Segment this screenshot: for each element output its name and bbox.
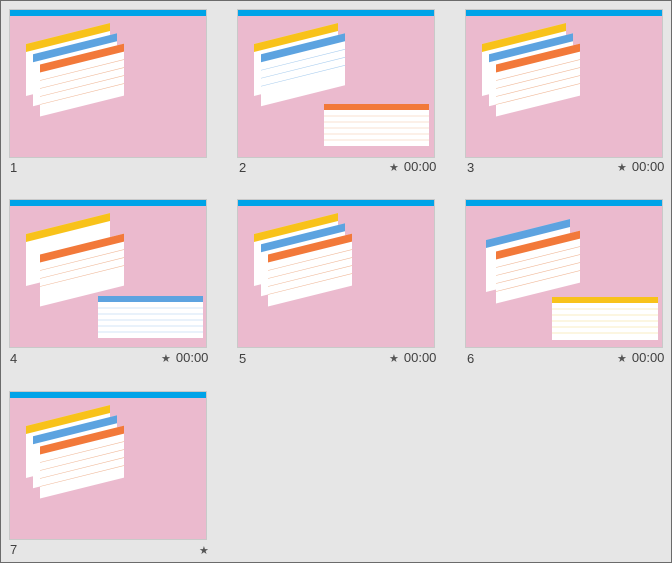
table-stack-graphic bbox=[26, 23, 124, 117]
slide-animation-info: ★ 00:00 bbox=[389, 350, 436, 365]
table-stack-graphic bbox=[254, 23, 429, 146]
slide-timing: 00:00 bbox=[631, 350, 665, 365]
slide-animation-info: ★ 00:00 bbox=[617, 159, 664, 174]
slide-thumbnail-2[interactable] bbox=[237, 9, 435, 158]
slide-topbar bbox=[10, 200, 206, 206]
slide-number: 7 bbox=[10, 542, 18, 557]
star-icon: ★ bbox=[617, 353, 627, 365]
slide-topbar bbox=[10, 392, 206, 398]
slide-timing: 00:00 bbox=[631, 159, 665, 174]
slide-number: 1 bbox=[10, 160, 18, 175]
slide-number: 6 bbox=[467, 351, 475, 366]
slide-number: 2 bbox=[239, 160, 247, 175]
star-icon: ★ bbox=[161, 353, 171, 365]
slide-number: 4 bbox=[10, 351, 18, 366]
slide-thumbnail-4[interactable] bbox=[9, 199, 207, 348]
slide-number: 5 bbox=[239, 351, 247, 366]
slide-thumbnail-5[interactable] bbox=[237, 199, 435, 348]
slide-topbar bbox=[10, 10, 206, 16]
slide-animation-info: ★ 00:00 bbox=[617, 350, 664, 365]
slide-topbar bbox=[466, 200, 662, 206]
slide-timing: 00:00 bbox=[403, 159, 437, 174]
slide-timing: 00:00 bbox=[403, 350, 437, 365]
slide-topbar bbox=[466, 10, 662, 16]
slide-animation-info: ★ 00:00 bbox=[161, 350, 208, 365]
star-icon: ★ bbox=[389, 353, 399, 365]
table-stack-graphic bbox=[26, 213, 203, 338]
slide-thumbnail-6[interactable] bbox=[465, 199, 663, 348]
slide-animation-info: ★ bbox=[199, 542, 214, 557]
table-stack-graphic bbox=[26, 405, 124, 499]
slide-number: 3 bbox=[467, 160, 475, 175]
star-icon: ★ bbox=[389, 162, 399, 174]
table-stack-graphic bbox=[486, 219, 658, 340]
table-stack-graphic bbox=[482, 23, 580, 117]
table-stack-graphic bbox=[254, 213, 352, 307]
slide-animation-info: ★ 00:00 bbox=[389, 159, 436, 174]
slide-topbar bbox=[238, 200, 434, 206]
slide-topbar bbox=[238, 10, 434, 16]
slide-thumbnail-7[interactable] bbox=[9, 391, 207, 540]
star-icon: ★ bbox=[199, 545, 209, 557]
star-icon: ★ bbox=[617, 162, 627, 174]
slide-thumbnail-1[interactable] bbox=[9, 9, 207, 158]
slide-timing: 00:00 bbox=[175, 350, 209, 365]
slide-thumbnail-3[interactable] bbox=[465, 9, 663, 158]
